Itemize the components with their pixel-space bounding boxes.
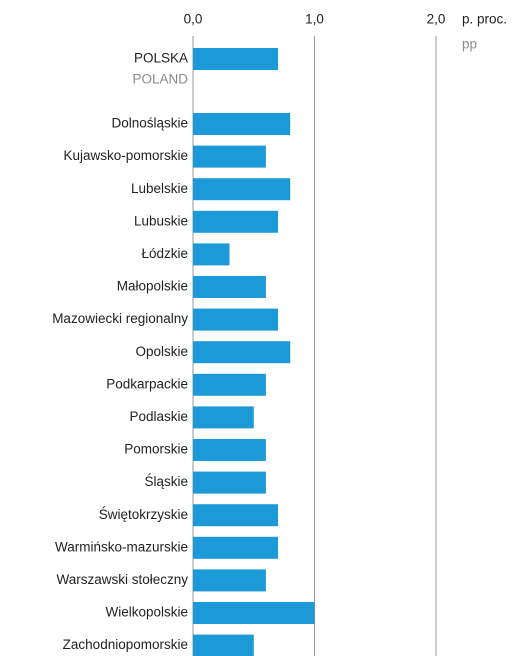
- bar: [193, 113, 291, 135]
- bar: [193, 504, 279, 527]
- y-tick-label: Warmińsko-mazurskie: [55, 539, 188, 554]
- bar: [193, 569, 266, 592]
- bar: [193, 373, 266, 396]
- bar: [193, 536, 279, 559]
- bar: [193, 439, 266, 461]
- bar: [193, 341, 291, 364]
- y-tick-label: Podkarpackie: [106, 376, 188, 391]
- bar: [193, 602, 315, 624]
- y-tick-label: Mazowiecki regionalny: [52, 311, 188, 326]
- y-tick-label: Świętokrzyskie: [99, 507, 188, 522]
- bar: [193, 178, 291, 201]
- y-tick-label: Lubuskie: [134, 213, 188, 228]
- axis-unit-translation: pp: [462, 37, 477, 52]
- bar: [193, 145, 266, 168]
- bar: [193, 243, 230, 266]
- bar: [193, 276, 266, 298]
- bar: [193, 634, 254, 656]
- bar: [193, 210, 279, 233]
- y-tick-label: Lubelskie: [131, 181, 188, 196]
- bar: [193, 308, 279, 331]
- y-tick-label: Kujawsko-pomorskie: [63, 148, 188, 163]
- x-tick-label: 2,0: [427, 12, 446, 27]
- bar: [193, 48, 279, 70]
- y-tick-label: Zachodniopomorskie: [63, 637, 188, 652]
- y-tick-label: Pomorskie: [124, 442, 188, 457]
- y-tick-label: Warszawski stołeczny: [56, 572, 188, 587]
- axis-unit: p. proc.: [462, 12, 507, 27]
- y-tick-label: Małopolskie: [117, 279, 188, 294]
- y-tick-label: Dolnośląskie: [111, 116, 188, 131]
- bar: [193, 406, 254, 429]
- y-tick-label: Śląskie: [144, 474, 188, 489]
- bar: [193, 471, 266, 494]
- y-tick-label: Łódzkie: [141, 246, 188, 261]
- category-translation: POLAND: [132, 72, 188, 87]
- y-tick-label: Podlaskie: [129, 409, 188, 424]
- y-tick-label: Opolskie: [135, 344, 188, 359]
- x-tick-label: 0,0: [184, 12, 203, 27]
- y-tick-label: Wielkopolskie: [105, 605, 188, 620]
- x-tick-label: 1,0: [305, 12, 324, 27]
- y-tick-label: POLSKA: [134, 51, 188, 66]
